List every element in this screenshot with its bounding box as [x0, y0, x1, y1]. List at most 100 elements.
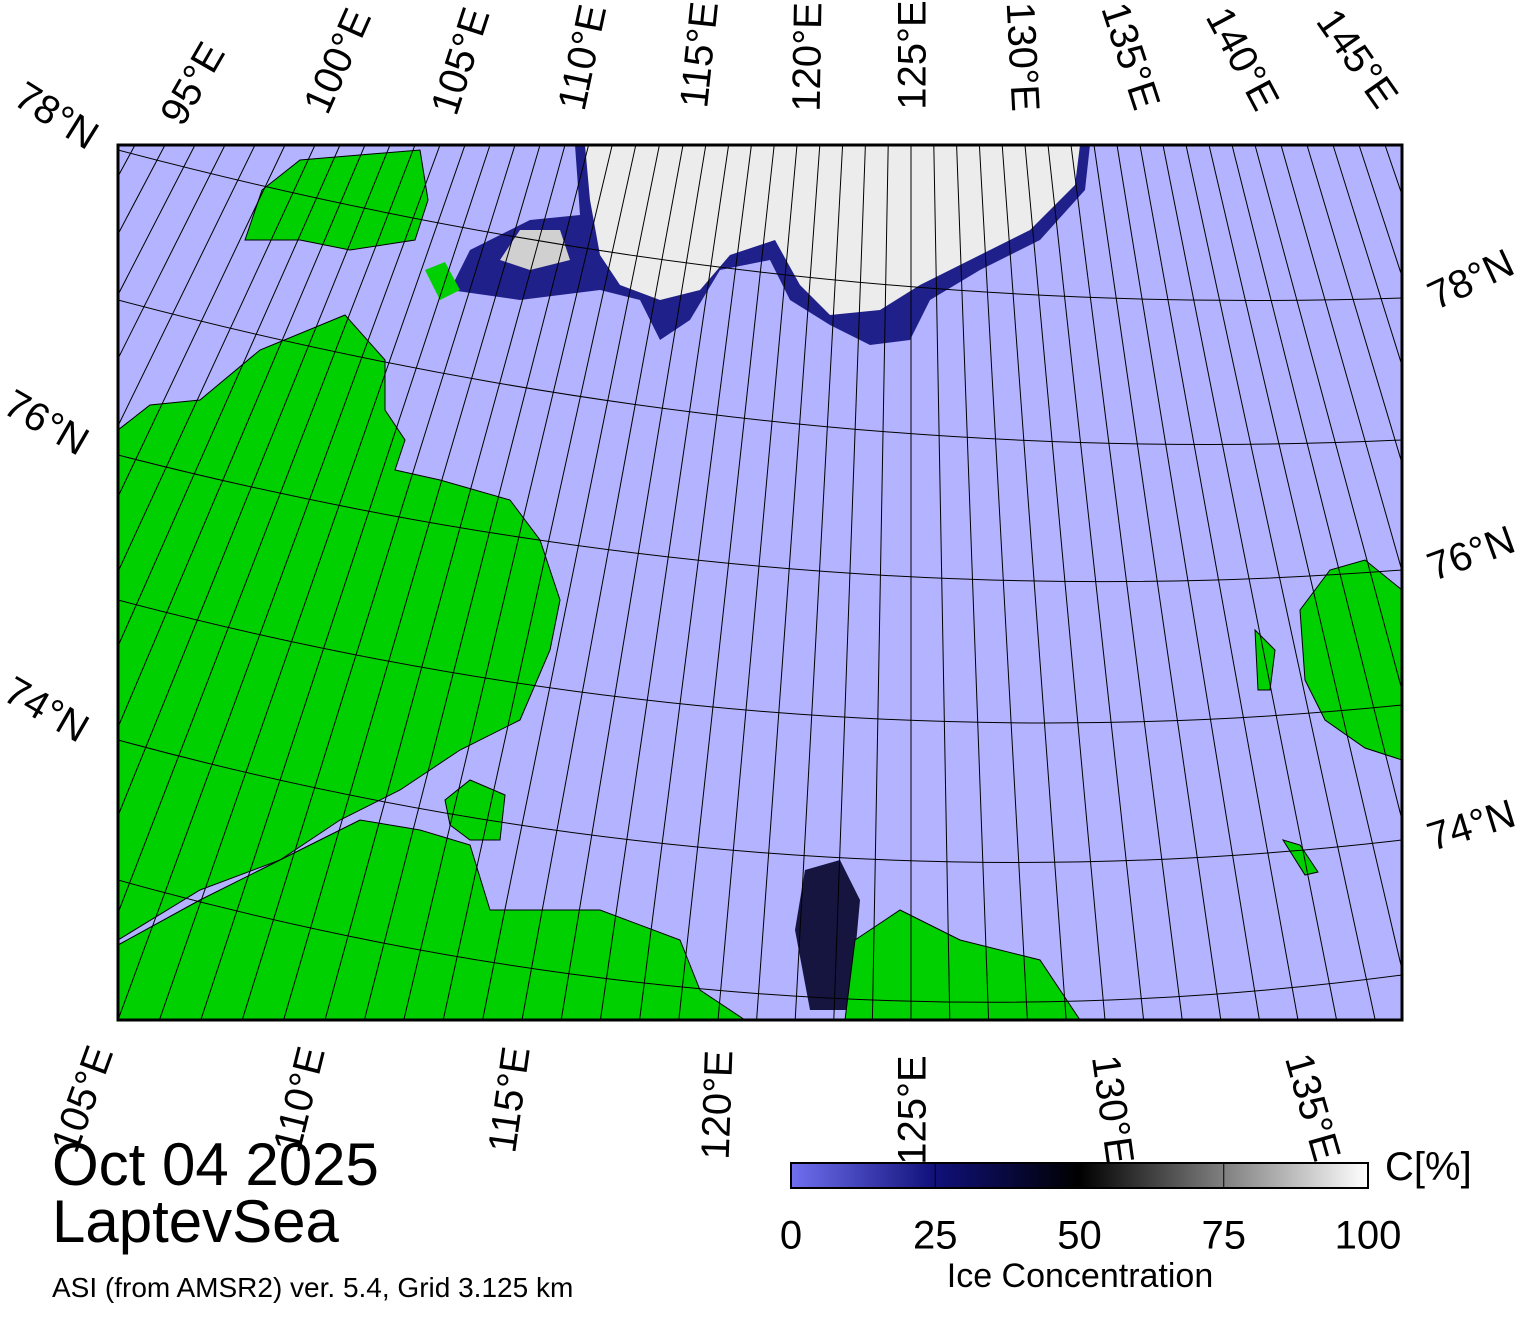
- meridian: [118, 145, 391, 818]
- meridian: [0, 145, 45, 1020]
- meridian: [118, 145, 416, 915]
- island: [244, 149, 429, 251]
- meridian: [324, 145, 566, 1020]
- colorbar-tick-label: 0: [780, 1214, 802, 1258]
- island: [1299, 559, 1402, 761]
- meridian: [1185, 145, 1376, 1020]
- meridian: [118, 145, 256, 428]
- graticule: [0, 145, 1402, 1020]
- meridian: [118, 145, 366, 729]
- frame-label: 78°N: [7, 74, 106, 159]
- meridian: [1093, 145, 1222, 1020]
- meridian: [0, 145, 105, 1020]
- meridian: [118, 145, 226, 360]
- map-area: [0, 145, 1402, 1020]
- date: Oct 04 2025: [52, 1131, 379, 1198]
- meridian: [482, 145, 660, 1020]
- meridian: [756, 145, 821, 1020]
- meridian: [639, 145, 752, 1020]
- frame-label: 135°E: [1092, 0, 1168, 115]
- meridian: [560, 145, 707, 1020]
- frame-label: 125°E: [891, 0, 935, 109]
- frame-label: 100°E: [295, 2, 380, 120]
- frame-label: 140°E: [1197, 0, 1287, 117]
- parallel: [118, 739, 1402, 863]
- colorbar-tick-label: 100: [1335, 1214, 1402, 1258]
- frame-label: 125°E: [891, 1055, 935, 1164]
- parallel: [118, 454, 1402, 583]
- meridian: [118, 145, 136, 178]
- colorbar-tick-label: 50: [1057, 1214, 1102, 1258]
- source: ASI (from AMSR2) ver. 5.4, Grid 3.125 km: [52, 1272, 573, 1303]
- parallel: [118, 879, 1402, 1003]
- meridian: [1001, 145, 1067, 1020]
- meridian: [363, 145, 590, 1020]
- meridian: [1208, 145, 1402, 972]
- meridian: [678, 145, 775, 1020]
- frame-label: 110°E: [550, 1, 615, 114]
- frame-label: 130°E: [998, 1, 1048, 113]
- meridian: [833, 145, 866, 1020]
- frame-label: 95°E: [152, 35, 234, 132]
- meridian: [1024, 145, 1106, 1020]
- frame-label: 74°N: [1422, 792, 1520, 860]
- frame-label: 115°E: [480, 1044, 538, 1156]
- frame-label: 105°E: [423, 2, 499, 120]
- frame-label: 145°E: [1308, 1, 1407, 116]
- taymyr: [118, 314, 561, 941]
- meridian: [0, 145, 75, 1020]
- meridian: [521, 145, 684, 1020]
- meridian: [118, 145, 316, 573]
- meridian: [956, 145, 990, 1020]
- sea-ice: [585, 145, 1080, 315]
- meridian: [933, 145, 951, 1020]
- map-frame: [116, 143, 1404, 1022]
- meridian: [200, 145, 491, 1020]
- parallel: [118, 599, 1402, 724]
- frame-label: 120°E: [694, 1049, 742, 1160]
- colorbar-title: Ice Concentration: [947, 1257, 1214, 1295]
- meridian: [0, 145, 15, 1020]
- meridian: [599, 145, 730, 1020]
- meridian: [1280, 145, 1402, 573]
- meridian: [978, 145, 1028, 1020]
- sea-ice: [500, 230, 570, 270]
- ice-patch: [795, 860, 860, 1010]
- meridian: [1306, 145, 1402, 465]
- meridian: [1231, 145, 1402, 822]
- region: LaptevSea: [52, 1188, 340, 1255]
- frame-label: 135°E: [1276, 1049, 1348, 1166]
- meridian: [118, 145, 441, 1020]
- island: [425, 262, 460, 300]
- colorbar-tick-label: 75: [1202, 1214, 1247, 1258]
- meridian: [1162, 145, 1338, 1020]
- meridian: [1070, 145, 1183, 1020]
- frame-label: 78°N: [1421, 241, 1521, 319]
- meridian: [241, 145, 516, 1020]
- lena-delta: [844, 909, 1081, 1020]
- meridian: [283, 145, 541, 1020]
- meridian: [403, 145, 613, 1020]
- mainland: [118, 819, 746, 1020]
- meridian: [1332, 145, 1402, 368]
- meridian: [1139, 145, 1299, 1020]
- frame-label: 74°N: [0, 668, 96, 751]
- frame-label: 76°N: [0, 381, 96, 464]
- island: [1281, 839, 1319, 876]
- meridian: [871, 145, 889, 1020]
- frame-label: 120°E: [785, 2, 831, 112]
- frame-label: 76°N: [1422, 518, 1521, 590]
- meridian: [794, 145, 844, 1020]
- meridian: [118, 145, 196, 296]
- frame-label: 115°E: [672, 0, 727, 110]
- colorbar-tick-label: 25: [913, 1214, 958, 1258]
- meridian: [118, 145, 341, 648]
- meridian: [1047, 145, 1145, 1020]
- colorbar-unit: C[%]: [1385, 1145, 1472, 1189]
- meridian: [717, 145, 798, 1020]
- meridian: [1254, 145, 1402, 692]
- frame-label: 130°E: [1083, 1052, 1142, 1166]
- meridian: [158, 145, 466, 1020]
- meridian: [1116, 145, 1260, 1020]
